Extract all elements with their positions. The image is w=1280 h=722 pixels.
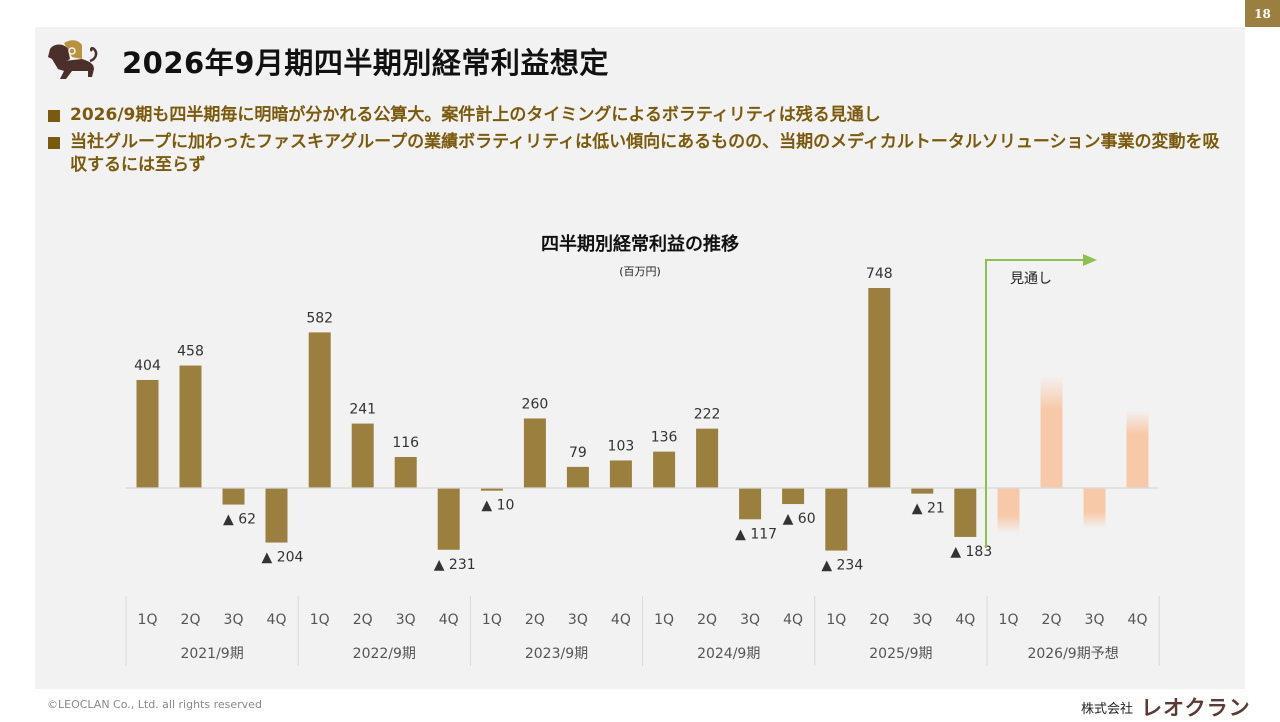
- data-label: 404: [134, 358, 161, 374]
- bar: [308, 332, 331, 488]
- data-label: 116: [392, 435, 419, 451]
- forecast-bar: [1040, 375, 1063, 488]
- bullet-text: 2026/9期も四半期毎に明暗が分かれる公算大。案件計上のタイミングによるボラテ…: [70, 105, 881, 125]
- company-prefix: 株式会社: [1081, 701, 1134, 717]
- bullet-square-icon: [48, 137, 60, 149]
- bar: [523, 418, 546, 488]
- bar: [437, 488, 460, 550]
- company-brand: レオクラン: [1141, 696, 1251, 720]
- bar: [782, 488, 805, 505]
- quarter-tick-label: 1Q: [138, 612, 158, 628]
- bar: [222, 488, 245, 505]
- data-label: ▲ 231: [434, 557, 476, 573]
- quarter-tick-label: 3Q: [740, 612, 760, 628]
- data-label: ▲ 117: [735, 526, 777, 542]
- forecast-arrow-head-icon: [1083, 254, 1097, 266]
- bullet-square-icon: [48, 110, 60, 122]
- fiscal-year-label: 2025/9期: [869, 646, 932, 662]
- quarter-tick-label: 4Q: [955, 612, 975, 628]
- bar: [739, 488, 762, 520]
- forecast-bar: [997, 488, 1020, 534]
- quarter-tick-label: 2Q: [1042, 612, 1062, 628]
- quarter-tick-label: 2Q: [869, 612, 889, 628]
- bar: [911, 488, 934, 494]
- bar: [609, 460, 632, 488]
- data-label: 103: [608, 438, 635, 454]
- data-label: 136: [651, 430, 678, 446]
- forecast-arrow-line: [985, 259, 1085, 548]
- quarter-tick-label: 4Q: [783, 612, 803, 628]
- fiscal-year-label: 2024/9期: [697, 646, 760, 662]
- fiscal-year-label: 2021/9期: [180, 646, 243, 662]
- data-label: 260: [522, 396, 549, 412]
- page-title: 2026年9月期四半期別経常利益想定: [122, 46, 609, 80]
- bullet-item: 当社グループに加わったファスキアグループの業績ボラティリティは低い傾向にあるもの…: [46, 131, 1236, 177]
- data-label: ▲ 62: [223, 512, 256, 528]
- data-label: 222: [694, 407, 721, 423]
- data-label: ▲ 234: [821, 558, 863, 574]
- bar: [825, 488, 848, 551]
- bar: [136, 379, 159, 488]
- data-label: ▲ 60: [783, 511, 816, 527]
- data-label: ▲ 10: [481, 498, 514, 514]
- bar: [480, 488, 503, 491]
- quarter-tick-label: 3Q: [1085, 612, 1105, 628]
- quarter-tick-label: 3Q: [912, 612, 932, 628]
- page-number-badge: 18: [1245, 0, 1280, 27]
- bar: [265, 488, 288, 543]
- bullet-text: 当社グループに加わったファスキアグループの業績ボラティリティは低い傾向にあるもの…: [70, 132, 1220, 175]
- data-label: 458: [177, 344, 204, 360]
- quarter-tick-label: 1Q: [826, 612, 846, 628]
- forecast-bar: [1126, 410, 1149, 488]
- bar: [394, 456, 417, 488]
- quarter-tick-label: 3Q: [568, 612, 588, 628]
- quarter-tick-label: 1Q: [310, 612, 330, 628]
- fiscal-year-label: 2023/9期: [525, 646, 588, 662]
- bar: [179, 365, 202, 488]
- quarter-tick-label: 4Q: [611, 612, 631, 628]
- quarter-tick-label: 2Q: [181, 612, 201, 628]
- data-label: 79: [569, 445, 587, 461]
- quarter-tick-label: 2Q: [353, 612, 373, 628]
- quarter-tick-label: 2Q: [697, 612, 717, 628]
- quarter-tick-label: 1Q: [482, 612, 502, 628]
- forecast-annotation: 見通し: [1010, 271, 1052, 287]
- data-label: 241: [349, 402, 376, 418]
- data-label: 582: [306, 310, 333, 326]
- data-label: ▲ 204: [262, 550, 304, 566]
- bar: [653, 451, 676, 488]
- chart-title: 四半期別経常利益の推移: [541, 234, 739, 255]
- bar: [696, 428, 719, 488]
- quarter-tick-label: 4Q: [1128, 612, 1148, 628]
- bar: [566, 466, 589, 488]
- quarter-tick-label: 3Q: [396, 612, 416, 628]
- footer-copyright: ©LEOCLAN Co., Ltd. all rights reserved: [47, 698, 262, 711]
- bar: [868, 288, 891, 488]
- chart-unit-label: (百万円): [619, 265, 661, 278]
- quarter-tick-label: 1Q: [654, 612, 674, 628]
- fiscal-year-label: 2026/9期予想: [1027, 646, 1118, 662]
- quarter-tick-label: 1Q: [999, 612, 1019, 628]
- footer-company-logo: 株式会社 レオクラン: [1081, 692, 1251, 722]
- data-label: ▲ 21: [912, 501, 945, 517]
- quarter-tick-label: 2Q: [525, 612, 545, 628]
- fiscal-year-label: 2022/9期: [353, 646, 416, 662]
- lion-logo-icon: [48, 40, 98, 79]
- bullet-list: 2026/9期も四半期毎に明暗が分かれる公算大。案件計上のタイミングによるボラテ…: [46, 104, 1236, 181]
- quarter-tick-label: 3Q: [224, 612, 244, 628]
- slide-panel: [35, 27, 1245, 689]
- quarter-tick-label: 4Q: [439, 612, 459, 628]
- forecast-bar: [1083, 488, 1106, 529]
- data-label: ▲ 183: [950, 544, 992, 560]
- bullet-item: 2026/9期も四半期毎に明暗が分かれる公算大。案件計上のタイミングによるボラテ…: [46, 104, 1236, 127]
- data-label: 748: [866, 266, 893, 282]
- quarter-tick-label: 4Q: [267, 612, 287, 628]
- bar: [351, 423, 374, 488]
- bar: [954, 488, 977, 537]
